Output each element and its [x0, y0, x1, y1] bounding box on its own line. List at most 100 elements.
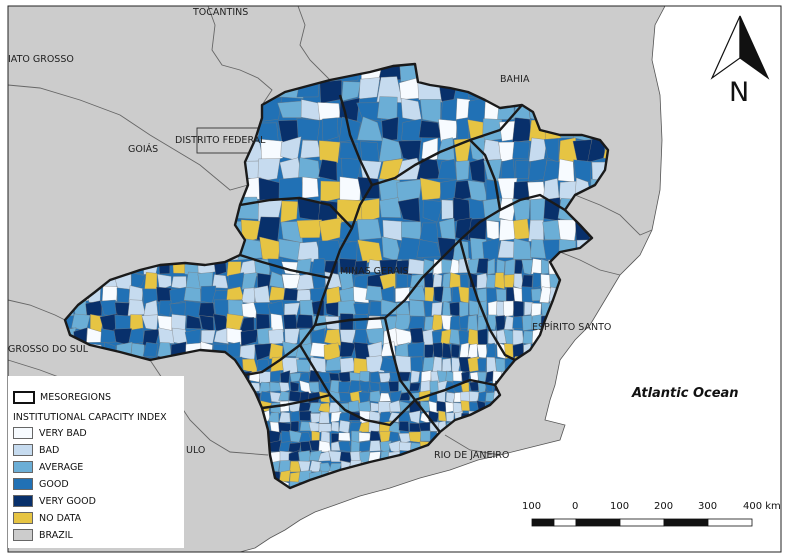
municipality-cell: [339, 341, 357, 358]
municipality-cell: [453, 197, 472, 222]
municipality-cell: [158, 327, 175, 344]
municipality-cell: [280, 370, 291, 384]
municipality-cell: [257, 158, 281, 182]
municipality-cell: [454, 491, 463, 503]
municipality-cell: [564, 390, 576, 403]
municipality-cell: [594, 342, 606, 358]
municipality-cell: [564, 451, 576, 464]
municipality-cell: [558, 381, 568, 393]
swatch-no-data: [13, 512, 33, 524]
legend-row-no-data: NO DATA: [13, 511, 81, 525]
municipality-cell: [486, 220, 500, 241]
municipality-cell: [613, 411, 623, 421]
municipality-cell: [279, 382, 290, 393]
municipality-cell: [338, 432, 351, 442]
municipality-cell: [326, 286, 341, 305]
municipality-cell: [517, 471, 528, 482]
municipality-cell: [495, 288, 507, 302]
municipality-cell: [540, 450, 550, 464]
legend-row-very-good: VERY GOOD: [13, 494, 96, 508]
municipality-cell: [440, 98, 458, 123]
mesoregion-borders: [63, 62, 610, 490]
municipality-cell: [452, 480, 463, 488]
municipality-cell: [318, 140, 341, 164]
municipality-cell: [396, 179, 423, 204]
municipality-cell: [241, 301, 258, 319]
scale-label-200: 200: [654, 501, 674, 512]
municipality-cell: [437, 491, 447, 503]
municipality-cell: [565, 411, 576, 424]
municipality-cell: [572, 381, 582, 394]
municipality-cell: [495, 315, 506, 331]
municipality-cell: [487, 258, 495, 275]
label-bahia: BAHIA: [500, 74, 530, 85]
municipality-cell: [418, 491, 429, 503]
municipality-cell: [339, 176, 361, 203]
municipality-cell: [576, 356, 586, 374]
municipality-cell: [581, 470, 591, 483]
municipality-cell: [308, 402, 322, 414]
municipality-cell: [564, 471, 575, 482]
municipality-cell: [213, 327, 229, 344]
municipality-cell: [100, 328, 117, 343]
legend-label-brazil: BRAZIL: [39, 529, 73, 541]
municipality-cell: [410, 370, 420, 384]
scale-label-300: 300: [698, 501, 718, 512]
swatch-very-bad: [13, 427, 33, 439]
municipality-cell: [495, 358, 506, 374]
municipality-cell: [171, 276, 187, 290]
municipality-cell: [396, 236, 424, 260]
municipality-cell: [502, 480, 512, 488]
municipality-cell: [525, 471, 536, 482]
municipality-cell: [420, 430, 432, 442]
municipality-cell: [484, 481, 496, 488]
label-distrito-federal: DISTRITO FEDERAL: [175, 135, 266, 146]
municipality-cell: [558, 491, 567, 503]
municipality-cell: [513, 238, 532, 260]
municipality-cell: [478, 391, 488, 402]
municipality-cell: [438, 480, 448, 488]
municipality-cell: [549, 400, 559, 414]
municipality-cell: [449, 272, 461, 289]
municipality-cell: [476, 344, 488, 359]
legend-label-no-data: NO DATA: [39, 512, 82, 524]
municipality-cell: [460, 400, 470, 411]
municipality-cell: [615, 381, 623, 392]
municipality-cell: [588, 391, 598, 402]
municipality-cell: [445, 482, 455, 488]
municipality-cell: [461, 481, 470, 488]
municipality-cell: [573, 392, 583, 404]
municipality-cell: [613, 471, 622, 483]
municipality-cell: [597, 412, 608, 422]
municipality-cell: [456, 117, 469, 141]
municipality-cell: [509, 481, 520, 488]
municipality-cell: [389, 491, 399, 504]
municipality-cell: [550, 450, 560, 464]
municipality-cell: [574, 440, 584, 454]
municipality-cell: [521, 286, 534, 303]
scale-label-400km: 400 km: [743, 501, 781, 512]
legend-row-mesoregions: MESOREGIONS: [13, 390, 111, 404]
municipality-cell: [590, 491, 599, 501]
municipality-cell: [142, 288, 159, 305]
municipality-cell: [476, 482, 488, 488]
municipality-cell: [476, 258, 489, 274]
municipality-cell: [85, 300, 103, 316]
municipality-cell: [183, 287, 201, 302]
municipality-cell: [501, 461, 511, 473]
municipality-cell: [477, 357, 488, 372]
municipality-cell: [602, 356, 608, 374]
municipality-cell: [512, 141, 531, 160]
municipality-cell: [548, 411, 558, 423]
municipality-cell: [525, 450, 536, 463]
municipality-cell: [295, 314, 314, 329]
municipality-cell: [557, 158, 575, 183]
municipality-cell: [581, 481, 591, 488]
municipality-cell: [605, 440, 608, 454]
municipality-cell: [431, 314, 443, 332]
municipality-cell: [597, 430, 607, 442]
municipality-cell: [409, 327, 425, 344]
municipality-cell: [604, 390, 608, 403]
municipality-cell: [358, 77, 381, 100]
label-espirito-santo: ESPÍRITO SANTO: [532, 321, 611, 333]
